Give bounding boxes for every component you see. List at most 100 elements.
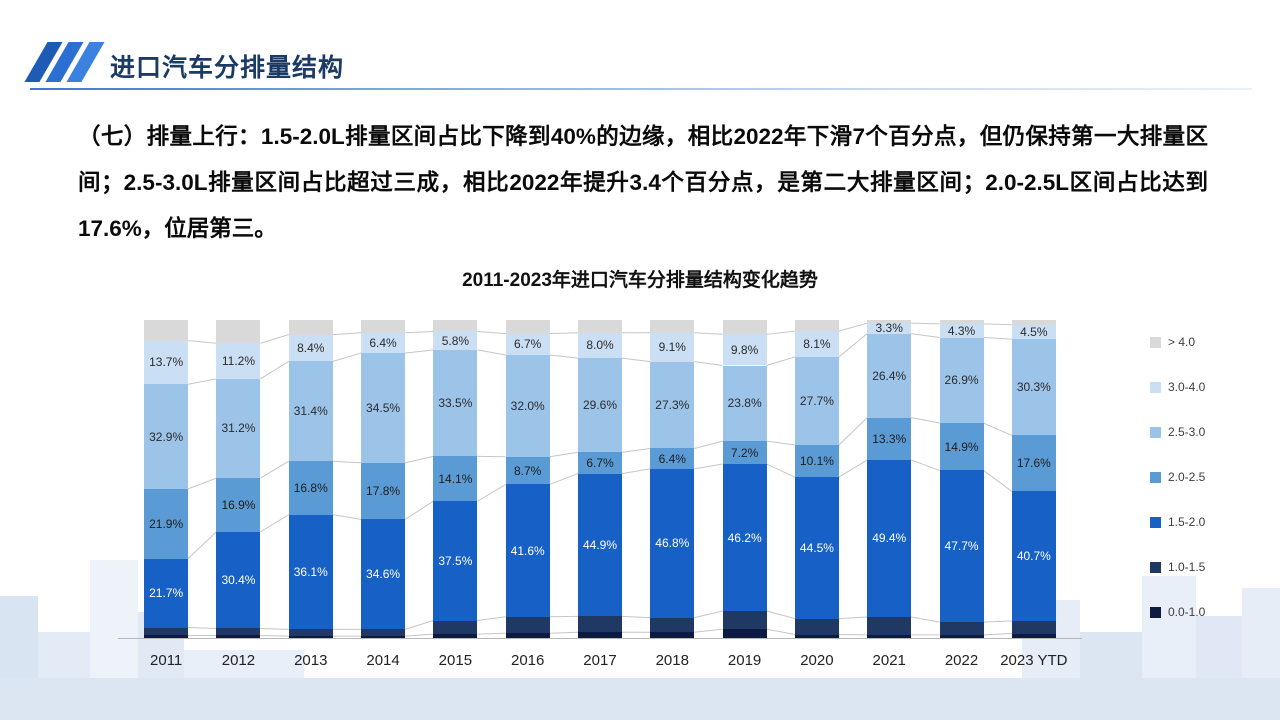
- data-label: 17.8%: [366, 484, 401, 499]
- bar-2019: 46.2% 7.2% 23.8% 9.8%: [722, 320, 767, 638]
- data-label: 34.6%: [366, 567, 401, 582]
- segment-2.0-2.5: 13.3%: [867, 417, 912, 460]
- segment-1.0-1.5: [650, 617, 695, 633]
- data-label: 8.0%: [586, 338, 614, 353]
- segment-4.0: [867, 320, 912, 324]
- data-label: 14.1%: [438, 471, 473, 486]
- segment-0.0-1.0: [867, 634, 912, 638]
- legend-label: 3.0-4.0: [1168, 380, 1206, 394]
- segment-3.0-4.0: 3.3%: [867, 321, 912, 335]
- data-label: 6.7%: [514, 337, 542, 352]
- legend-item-2.0-2.5: 2.0-2.5: [1150, 470, 1206, 484]
- data-label: 16.9%: [221, 497, 256, 512]
- segment-2.5-3.0: 26.4%: [867, 333, 912, 418]
- segment-3.0-4.0: 11.2%: [216, 343, 261, 379]
- segment-1.0-1.5: [216, 628, 261, 636]
- segment-0.0-1.0: [144, 635, 189, 638]
- segment-2.5-3.0: 30.3%: [1011, 339, 1056, 436]
- data-label: 44.9%: [582, 538, 618, 552]
- segment-4.0: [939, 320, 984, 324]
- x-axis-label-2023-ytd: 2023 YTD: [1000, 652, 1068, 669]
- segment-4.0: [433, 320, 478, 332]
- segment-1.5-2.0: 40.7%: [1011, 491, 1056, 621]
- bar-2011: 21.7% 21.9% 32.9% 13.7%: [144, 320, 189, 638]
- segment-2.5-3.0: 23.8%: [722, 365, 767, 442]
- segment-1.0-1.5: [288, 629, 333, 637]
- legend-label: 0.0-1.0: [1168, 605, 1206, 619]
- data-label: 5.8%: [441, 333, 470, 348]
- segment-3.0-4.0: 8.1%: [794, 331, 839, 357]
- legend-label: > 4.0: [1168, 335, 1196, 349]
- segment-4.0: [505, 320, 550, 334]
- data-label: 34.5%: [366, 400, 401, 415]
- segment-3.0-4.0: 5.8%: [433, 331, 478, 350]
- segment-1.0-1.5: [1011, 620, 1056, 634]
- segment-1.5-2.0: 49.4%: [867, 459, 912, 618]
- segment-3.0-4.0: 13.7%: [144, 340, 189, 385]
- data-label: 8.1%: [803, 337, 831, 352]
- data-label: 33.5%: [438, 396, 473, 411]
- segment-2.0-2.5: 17.6%: [1011, 435, 1056, 492]
- data-label: 9.1%: [658, 340, 686, 355]
- data-label: 26.9%: [944, 373, 979, 388]
- chart-plot: 21.7% 21.9% 32.9% 13.7% 2011 30.4% 16.9% 31.2% 1…: [118, 320, 1082, 669]
- bar-2022: 47.7% 14.9% 26.9% 4.3%: [939, 320, 984, 638]
- data-label: 4.3%: [947, 323, 976, 338]
- bar-2012: 30.4% 16.9% 31.2% 11.2%: [216, 320, 261, 638]
- segment-1.5-2.0: 44.9%: [578, 473, 622, 617]
- data-label: 29.6%: [582, 398, 618, 413]
- segment-4.0: [1011, 320, 1056, 325]
- data-label: 21.9%: [149, 516, 184, 531]
- logo-slashes-icon: [24, 42, 108, 82]
- bar-2013: 36.1% 16.8% 31.4% 8.4%: [288, 320, 333, 638]
- data-label: 8.7%: [514, 463, 542, 478]
- legend-item-3.0-4.0: 3.0-4.0: [1150, 380, 1206, 394]
- segment-2.5-3.0: 31.2%: [216, 378, 261, 479]
- data-label: 23.8%: [727, 396, 762, 411]
- segment-3.0-4.0: 6.7%: [505, 333, 550, 355]
- x-axis-label-2014: 2014: [366, 652, 400, 669]
- segment-1.0-1.5: [433, 620, 478, 635]
- legend-label: 2.5-3.0: [1168, 425, 1206, 439]
- segment-0.0-1.0: [650, 632, 695, 638]
- data-label: 30.3%: [1016, 380, 1051, 395]
- legend-label: 1.5-2.0: [1168, 515, 1206, 529]
- segment-4.0: [722, 320, 767, 335]
- segment-1.0-1.5: [939, 622, 984, 635]
- segment-1.5-2.0: 46.8%: [650, 468, 695, 618]
- segment-0.0-1.0: [361, 636, 406, 638]
- segment-1.0-1.5: [505, 616, 550, 634]
- data-label: 16.8%: [293, 480, 328, 495]
- data-label: 10.1%: [799, 454, 834, 469]
- data-label: 7.2%: [730, 445, 759, 460]
- segment-1.0-1.5: [361, 629, 406, 637]
- segment-2.5-3.0: 33.5%: [433, 349, 478, 457]
- segment-2.5-3.0: 29.6%: [578, 358, 622, 453]
- data-label: 26.4%: [872, 368, 907, 383]
- legend-swatch-icon: [1150, 606, 1161, 618]
- data-label: 27.7%: [799, 393, 834, 408]
- segment-0.0-1.0: [433, 634, 478, 638]
- x-axis-label-2021: 2021: [872, 652, 906, 669]
- body-paragraph: （七）排量上行：1.5-2.0L排量区间占比下降到40%的边缘，相比2022年下…: [78, 124, 1208, 242]
- segment-2.0-2.5: 14.9%: [939, 423, 984, 471]
- data-label: 6.7%: [586, 455, 614, 470]
- segment-4.0: [794, 320, 839, 332]
- data-label: 49.4%: [872, 531, 907, 546]
- segment-4.0: [361, 320, 406, 333]
- x-axis-label-2015: 2015: [438, 652, 473, 669]
- legend-swatch-icon: [1150, 381, 1161, 393]
- data-label: 47.7%: [944, 539, 979, 554]
- legend-label: 2.0-2.5: [1168, 470, 1206, 484]
- segment-0.0-1.0: [1011, 633, 1056, 638]
- x-axis-label-2020: 2020: [800, 652, 834, 669]
- data-label: 32.9%: [149, 429, 184, 444]
- segment-1.5-2.0: 44.5%: [794, 477, 839, 619]
- segment-4.0: [288, 320, 333, 335]
- segment-1.0-1.5: [578, 616, 622, 633]
- legend-swatch-icon: [1150, 471, 1161, 483]
- x-axis-label-2011: 2011: [150, 652, 183, 669]
- segment-4.0: [650, 320, 695, 333]
- legend-item-4.0: > 4.0: [1150, 335, 1205, 349]
- bar-2017: 44.9% 6.7% 29.6% 8.0%: [578, 320, 622, 638]
